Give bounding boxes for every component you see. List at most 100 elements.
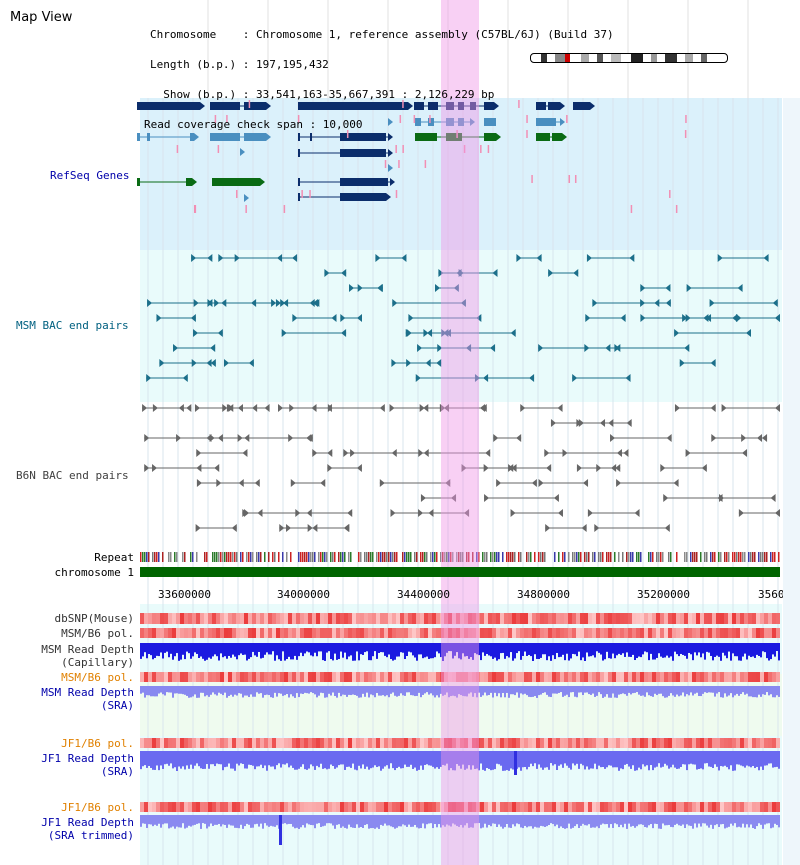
polymorphism-cell: [240, 628, 244, 638]
msm-depth-sra-label[interactable]: MSM Read Depth: [41, 686, 134, 699]
depth-bar: [302, 751, 304, 765]
polymorphism-cell: [316, 628, 320, 638]
depth-bar: [542, 686, 544, 693]
depth-bar: [624, 643, 626, 657]
depth-bar: [364, 815, 366, 826]
depth-bar: [188, 815, 190, 826]
depth-bar: [452, 815, 454, 824]
chromosome-bar[interactable]: [140, 567, 780, 577]
polymorphism-cell: [472, 672, 476, 682]
polymorphism-cell: [712, 613, 716, 624]
depth-bar: [246, 643, 248, 661]
repeat-stripe: [388, 552, 390, 562]
jf1-pol-sra-label[interactable]: JF1/B6 pol.: [61, 737, 134, 750]
depth-bar: [164, 643, 166, 653]
depth-bar: [220, 686, 222, 694]
polymorphism-cell: [588, 802, 592, 812]
repeat-label[interactable]: Repeat: [94, 551, 134, 564]
depth-bar: [256, 815, 258, 824]
polymorphism-cell: [624, 672, 628, 682]
polymorphism-cell: [728, 738, 732, 748]
gene-strand-arrow: [266, 102, 271, 110]
chromosome-ideogram[interactable]: [530, 53, 728, 63]
depth-bar: [376, 686, 378, 694]
repeat-stripe: [742, 552, 744, 562]
polymorphism-cell: [376, 613, 380, 624]
bac-end-marker: [306, 434, 312, 442]
repeat-stripe: [402, 552, 404, 562]
depth-bar: [662, 686, 664, 697]
dbsnp-label[interactable]: dbSNP(Mouse): [54, 612, 134, 625]
repeat-stripe: [264, 552, 266, 562]
polymorphism-cell: [196, 672, 200, 682]
depth-bar: [576, 643, 578, 657]
depth-bar: [240, 751, 242, 764]
depth-bar: [360, 751, 362, 769]
b6n-bac-label[interactable]: B6N BAC end pairs: [16, 469, 129, 482]
polymorphism-cell: [324, 672, 328, 682]
depth-bar: [634, 815, 636, 828]
polymorphism-cell: [624, 738, 628, 748]
bac-end-marker: [408, 314, 414, 322]
refseq-genes-label[interactable]: RefSeq Genes: [50, 169, 130, 182]
jf1-depth-sra-label[interactable]: JF1 Read Depth: [41, 752, 134, 765]
gene-strand-arrow: [496, 133, 501, 141]
polymorphism-cell: [196, 802, 200, 812]
polymorphism-cell: [732, 672, 736, 682]
depth-bar: [512, 815, 514, 825]
depth-bar: [712, 686, 714, 693]
vertical-scrollbar[interactable]: [783, 98, 800, 865]
msm-depth-cap-label[interactable]: MSM Read Depth: [41, 643, 134, 656]
polymorphism-cell: [564, 613, 568, 624]
polymorphism-cell: [592, 672, 596, 682]
repeat-stripe: [622, 552, 624, 562]
bac-end-marker: [440, 404, 446, 412]
polymorphism-cell: [188, 802, 192, 812]
polymorphism-cell: [632, 628, 636, 638]
depth-bar: [226, 686, 228, 698]
gene-marker: [684, 130, 687, 138]
depth-bar: [734, 686, 736, 696]
repeat-stripe: [764, 552, 766, 562]
bac-end-marker: [586, 254, 592, 262]
polymorphism-cell: [520, 672, 524, 682]
polymorphism-cell: [192, 672, 196, 682]
polymorphism-cell: [204, 802, 208, 812]
polymorphism-cell: [440, 738, 444, 748]
depth-bar: [294, 751, 296, 770]
depth-bar: [350, 643, 352, 656]
polymorphism-cell: [748, 613, 752, 624]
msm-pol-sra-label[interactable]: MSM/B6 pol.: [61, 671, 134, 684]
polymorphism-cell: [536, 738, 540, 748]
polymorphism-cell: [700, 802, 704, 812]
msm-bac-label[interactable]: MSM BAC end pairs: [16, 319, 129, 332]
depth-bar: [648, 815, 650, 826]
repeat-stripe: [676, 552, 678, 562]
polymorphism-cell: [380, 738, 384, 748]
depth-bar: [678, 815, 680, 826]
depth-bar: [772, 686, 774, 698]
selection-highlight[interactable]: [441, 0, 479, 865]
depth-bar: [664, 686, 666, 698]
depth-bar: [512, 751, 514, 770]
depth-bar: [714, 815, 716, 826]
jf1-pol-trim-label[interactable]: JF1/B6 pol.: [61, 801, 134, 814]
polymorphism-cell: [752, 628, 756, 638]
polymorphism-cell: [544, 672, 548, 682]
depth-bar: [278, 751, 280, 764]
polymorphism-cell: [344, 672, 348, 682]
bac-end-marker: [418, 449, 424, 457]
jf1-depth-trim-label[interactable]: JF1 Read Depth: [41, 816, 134, 829]
depth-bar: [298, 686, 300, 698]
polymorphism-cell: [488, 628, 492, 638]
polymorphism-cell: [372, 672, 376, 682]
msm-pol-label[interactable]: MSM/B6 pol.: [61, 627, 134, 640]
depth-bar: [478, 751, 480, 771]
polymorphism-cell: [408, 802, 412, 812]
depth-bar: [372, 643, 374, 657]
repeat-stripe: [324, 552, 326, 562]
depth-bar: [410, 686, 412, 696]
polymorphism-cell: [324, 738, 328, 748]
depth-bar: [530, 686, 532, 698]
